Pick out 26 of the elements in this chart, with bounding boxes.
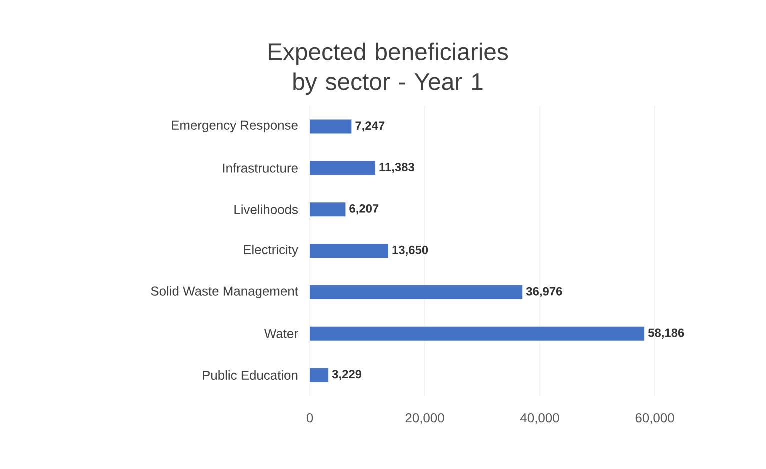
bar xyxy=(310,120,352,134)
data-label: 36,976 xyxy=(526,287,562,298)
bar xyxy=(310,202,346,217)
y-tick-label: Water xyxy=(264,329,298,338)
bar xyxy=(310,368,329,382)
y-tick-label: Public Education xyxy=(203,370,298,380)
chart-title: Expected beneficiaries by sector - Year 1 xyxy=(269,42,508,96)
y-tick-label: Emergency Response xyxy=(172,120,298,133)
y-tick-label: Electricity xyxy=(244,244,298,258)
data-label: 11,383 xyxy=(380,163,414,174)
x-tick-label: 40,000 xyxy=(520,414,560,424)
x-tick-label: 20,000 xyxy=(406,414,444,424)
x-tick-label: 0 xyxy=(306,414,314,423)
y-tick-label: Livelihoods xyxy=(234,204,298,214)
data-label: 13,650 xyxy=(392,246,428,256)
y-tick-label: Solid Waste Management xyxy=(151,286,298,298)
x-tick-label: 60,000 xyxy=(636,414,674,424)
data-label: 6,207 xyxy=(350,204,379,215)
bar xyxy=(310,161,376,176)
data-label: 3,229 xyxy=(332,370,362,380)
y-tick-label: Infrastructure xyxy=(223,163,298,173)
bar xyxy=(310,244,388,258)
bar xyxy=(310,326,645,341)
bar xyxy=(310,285,523,300)
data-label: 58,186 xyxy=(648,328,684,339)
data-label: 7,247 xyxy=(356,122,385,132)
